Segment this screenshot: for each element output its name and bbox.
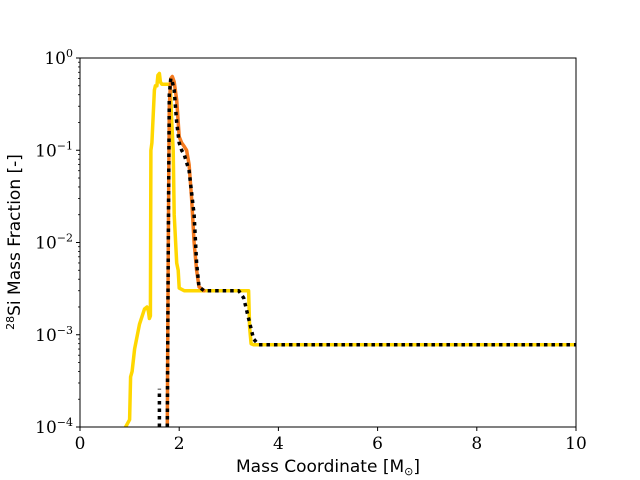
y-tick-label: 10−2 <box>35 232 73 254</box>
x-tick-label: 10 <box>565 434 587 454</box>
x-axis-label-sun-symbol: ⊙ <box>404 465 413 478</box>
series-layer <box>123 71 576 427</box>
series-3-line <box>165 76 576 427</box>
x-axis-label-close: ] <box>413 457 420 477</box>
y-axis-label-text: Si Mass Fraction [-] <box>5 154 25 316</box>
x-tick-label: 8 <box>471 434 482 454</box>
y-tick-label: 10−4 <box>35 416 73 438</box>
y-axis-label-superscript: 28 <box>4 316 17 330</box>
x-axis-label: Mass Coordinate [M⊙] <box>236 457 420 478</box>
y-axis-label: 28Si Mass Fraction [-] <box>4 154 25 330</box>
y-tick-label: 100 <box>44 47 73 69</box>
y-tick-label: 10−3 <box>35 324 73 346</box>
ticks-layer: 0 2 4 6 8 10 10−4 10−3 10−2 10−1 100 <box>35 47 587 454</box>
x-tick-label: 2 <box>174 434 185 454</box>
y-tick-label: 10−1 <box>35 139 73 161</box>
x-tick-label: 0 <box>75 434 86 454</box>
x-tick-label: 6 <box>372 434 383 454</box>
x-axis-label-text: Mass Coordinate [M <box>236 457 404 477</box>
x-tick-label: 4 <box>273 434 284 454</box>
series-1-line <box>123 71 576 427</box>
